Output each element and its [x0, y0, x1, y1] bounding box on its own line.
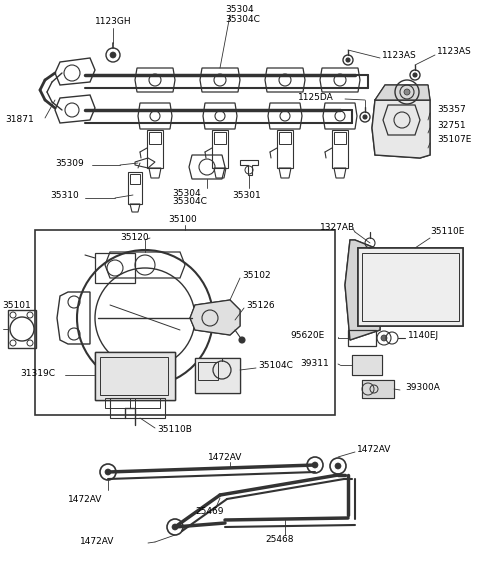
Circle shape — [363, 115, 367, 119]
Circle shape — [381, 335, 387, 341]
Text: 35101: 35101 — [2, 301, 31, 309]
Circle shape — [239, 337, 245, 343]
Circle shape — [346, 58, 350, 62]
Text: 35126: 35126 — [246, 301, 275, 309]
Bar — [195, 358, 240, 393]
Bar — [198, 362, 218, 380]
Bar — [332, 130, 348, 168]
Bar — [95, 253, 135, 283]
Text: 1327AB: 1327AB — [320, 223, 355, 233]
Text: 1472AV: 1472AV — [357, 445, 391, 455]
Circle shape — [312, 462, 318, 468]
Text: 35310: 35310 — [50, 192, 79, 200]
Text: 35110B: 35110B — [157, 425, 192, 434]
Bar — [95, 352, 175, 400]
Polygon shape — [345, 240, 380, 340]
Text: 35110E: 35110E — [430, 227, 464, 237]
Text: 1472AV: 1472AV — [208, 454, 242, 462]
Polygon shape — [362, 380, 394, 398]
Text: 31871: 31871 — [5, 115, 34, 124]
Text: 31319C: 31319C — [20, 369, 55, 377]
Bar — [334, 132, 346, 144]
Circle shape — [105, 469, 111, 475]
Bar — [100, 357, 168, 395]
Bar — [130, 174, 140, 184]
Text: 1472AV: 1472AV — [80, 537, 114, 547]
Bar — [110, 398, 165, 418]
Bar — [277, 130, 293, 168]
Text: 35304: 35304 — [172, 189, 201, 197]
Circle shape — [413, 73, 417, 77]
Bar — [147, 130, 163, 168]
Text: 32751: 32751 — [437, 121, 466, 130]
Polygon shape — [372, 100, 430, 158]
Circle shape — [404, 89, 410, 95]
Text: 35301: 35301 — [232, 190, 261, 199]
Text: 1140EJ: 1140EJ — [408, 332, 439, 340]
Text: 35104C: 35104C — [258, 362, 293, 370]
Text: 1123AS: 1123AS — [382, 50, 417, 60]
Text: 1123GH: 1123GH — [95, 18, 132, 26]
Circle shape — [335, 463, 341, 469]
Text: 95620E: 95620E — [290, 332, 324, 340]
Bar — [105, 398, 130, 408]
Bar — [35, 230, 335, 415]
Text: 35107E: 35107E — [437, 135, 471, 145]
Circle shape — [172, 524, 178, 530]
Polygon shape — [190, 300, 240, 335]
Bar — [135, 398, 160, 408]
Bar — [212, 130, 228, 168]
Polygon shape — [195, 358, 240, 393]
Bar — [214, 132, 226, 144]
Text: 1123AS: 1123AS — [437, 47, 472, 56]
Polygon shape — [375, 85, 430, 100]
Text: 25468: 25468 — [265, 536, 293, 544]
Text: 35100: 35100 — [168, 216, 197, 224]
Text: 35120: 35120 — [120, 233, 149, 241]
Bar — [352, 355, 382, 375]
Polygon shape — [95, 352, 175, 400]
Bar — [362, 380, 394, 398]
Bar — [149, 132, 161, 144]
Bar — [358, 248, 463, 326]
Bar — [362, 253, 459, 321]
Text: 35304C: 35304C — [172, 197, 207, 206]
Circle shape — [110, 52, 116, 58]
Bar — [279, 132, 291, 144]
Text: 39300A: 39300A — [405, 383, 440, 393]
Text: 35309: 35309 — [55, 158, 84, 168]
Text: 1125DA: 1125DA — [298, 94, 334, 103]
Text: 1472AV: 1472AV — [68, 496, 102, 505]
Text: 35304: 35304 — [225, 5, 253, 15]
Bar — [8, 310, 36, 348]
Text: 39311: 39311 — [300, 359, 329, 367]
Text: 25469: 25469 — [195, 507, 224, 516]
Bar — [128, 172, 142, 204]
Text: 35304C: 35304C — [225, 15, 260, 25]
Polygon shape — [358, 248, 463, 326]
Bar — [348, 330, 376, 346]
Text: 35357: 35357 — [437, 105, 466, 114]
Text: 35102: 35102 — [242, 271, 271, 280]
Polygon shape — [352, 355, 382, 375]
